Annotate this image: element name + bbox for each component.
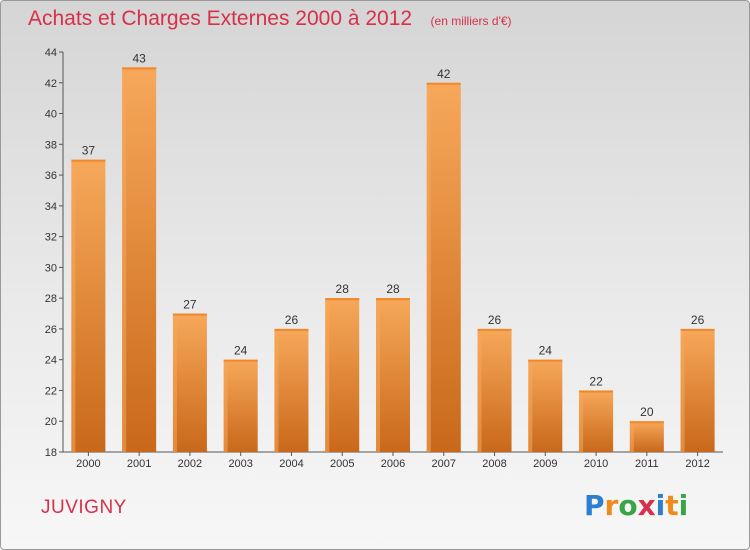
bar-highlight	[71, 159, 76, 452]
bar-value-label: 22	[589, 374, 603, 388]
bars	[71, 67, 715, 453]
y-tick-label: 42	[45, 78, 57, 90]
logo-letter: o	[618, 489, 638, 522]
bar-value-label: 24	[234, 344, 248, 358]
bar-cap	[680, 328, 715, 331]
x-tick-label: 2006	[381, 458, 405, 470]
bar-cap	[528, 359, 563, 362]
x-tick-label: 2010	[584, 458, 608, 470]
bar-value-label: 43	[132, 51, 146, 65]
bar-highlight	[528, 359, 533, 452]
bar-value-label: 24	[539, 344, 553, 358]
x-tick-label: 2004	[279, 458, 303, 470]
bar-cap	[477, 328, 512, 331]
y-tick-label: 28	[45, 293, 57, 305]
bar-value-label: 26	[285, 313, 299, 327]
bar-cap	[376, 298, 410, 301]
x-tick-label: 2003	[228, 458, 252, 470]
bar-value-label: 20	[640, 405, 654, 419]
bar-highlight	[579, 390, 584, 452]
proxiti-logo: Proxiti	[584, 489, 688, 522]
bar	[172, 313, 207, 452]
bar-highlight	[274, 328, 279, 452]
y-tick-label: 22	[45, 385, 57, 397]
y-tick-label: 26	[45, 324, 57, 336]
bar	[477, 328, 512, 452]
bar-highlight	[325, 298, 330, 452]
x-tick-label: 2002	[178, 458, 202, 470]
bar-value-label: 26	[691, 313, 705, 327]
x-tick-label: 2008	[482, 458, 506, 470]
bar-value-label: 27	[183, 298, 197, 312]
bar-highlight	[223, 359, 228, 452]
bar	[223, 359, 258, 452]
bar	[680, 328, 715, 452]
bar-value-label: 37	[82, 144, 96, 158]
y-tick-label: 44	[45, 47, 57, 59]
bar-cap	[71, 159, 106, 162]
bar-highlight	[426, 82, 431, 453]
bar	[376, 298, 410, 452]
chart-subtitle: (en milliers d'€)	[430, 14, 512, 28]
x-tick-label: 2011	[635, 458, 659, 470]
bar-highlight	[629, 421, 634, 452]
x-tick-label: 2012	[685, 458, 709, 470]
bar	[122, 67, 157, 452]
bar	[579, 390, 614, 452]
y-tick-label: 30	[45, 262, 57, 274]
bar-cap	[172, 313, 207, 316]
y-tick-label: 20	[45, 416, 57, 428]
y-tick-label: 34	[45, 201, 57, 213]
logo-letter: t	[665, 489, 679, 522]
bar-cap	[122, 67, 157, 70]
data-labels: 37 43 27 24 26 28 28 42 26 24 22 20 26	[82, 51, 705, 419]
y-tick-label: 38	[45, 139, 57, 151]
x-tick-label: 2007	[432, 458, 456, 470]
y-tick-label: 36	[45, 170, 57, 182]
logo-letter: x	[637, 489, 656, 522]
bar-highlight	[172, 313, 177, 452]
bar-highlight	[376, 298, 380, 452]
bar	[426, 82, 461, 453]
bar-value-label: 28	[336, 282, 350, 296]
bar	[528, 359, 563, 452]
title-row: Achats et Charges Externes 2000 à 2012 (…	[28, 7, 512, 31]
logo-letter: i	[678, 489, 689, 522]
x-tick-label: 2000	[76, 458, 100, 470]
chart-title: Achats et Charges Externes 2000 à 2012	[28, 7, 413, 30]
place-name: JUVIGNY	[41, 497, 127, 518]
y-tick-label: 18	[45, 447, 57, 459]
bar-value-label: 26	[488, 313, 502, 327]
bar-cap	[223, 359, 258, 362]
bar-value-label: 28	[386, 282, 400, 296]
x-tick-label: 2009	[533, 458, 557, 470]
y-tick-label: 40	[45, 109, 57, 121]
bar-highlight	[680, 328, 685, 452]
bar-cap	[629, 421, 664, 424]
bar	[71, 159, 106, 452]
logo-letter: P	[584, 489, 605, 522]
logo-letter: i	[655, 489, 666, 522]
x-tick-label: 2001	[127, 458, 151, 470]
bar	[274, 328, 309, 452]
bar-highlight	[477, 328, 482, 452]
bar	[629, 421, 664, 452]
y-tick-label: 24	[45, 355, 57, 367]
bar-cap	[426, 82, 461, 85]
bar-cap	[274, 328, 309, 331]
bar-highlight	[122, 67, 127, 452]
bar-cap	[325, 298, 360, 301]
bar	[325, 298, 360, 452]
x-tick-label: 2005	[330, 458, 354, 470]
logo-letter: r	[604, 489, 619, 522]
bar-value-label: 42	[437, 67, 451, 81]
bar-cap	[579, 390, 614, 393]
y-tick-label: 32	[45, 232, 57, 244]
